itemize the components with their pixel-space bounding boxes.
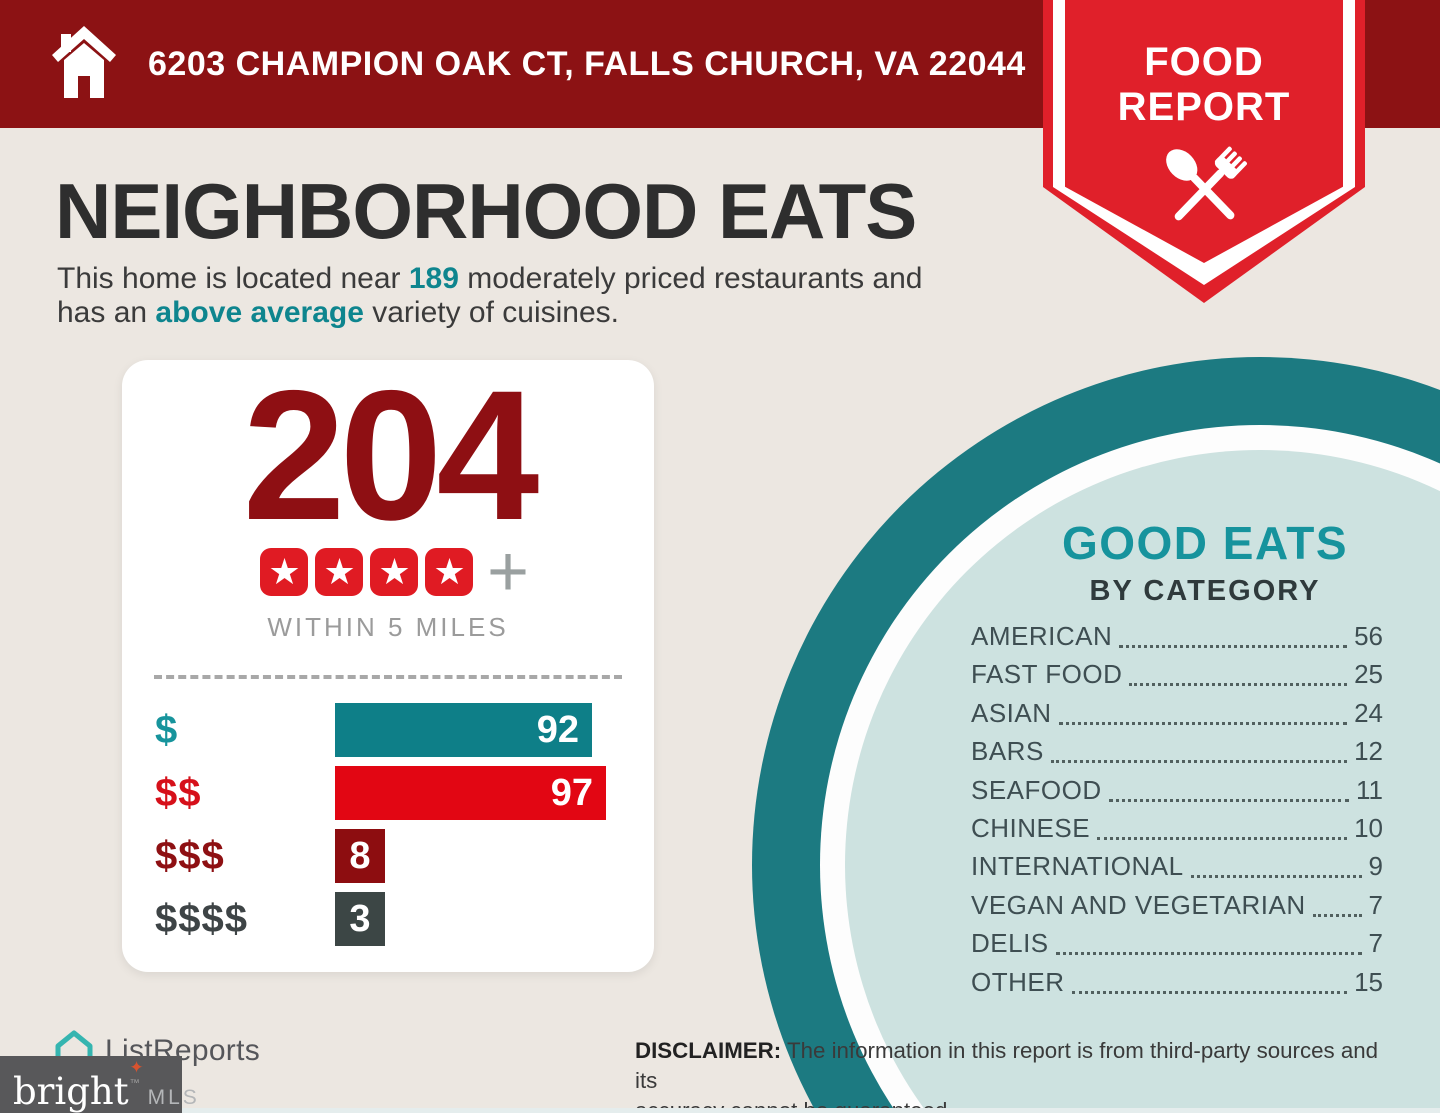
category-label: BARS — [971, 736, 1044, 767]
dotted-leader — [1058, 721, 1348, 725]
category-value: 11 — [1356, 774, 1383, 805]
dotted-leader — [1190, 875, 1362, 879]
price-tier-row: $$$ 8 — [155, 829, 654, 883]
dotted-leader — [1097, 836, 1348, 840]
mls-wordmark: MLS — [147, 1086, 200, 1109]
category-label: AMERICAN — [971, 621, 1113, 651]
category-label: ASIAN — [971, 697, 1052, 728]
category-value: 15 — [1354, 966, 1383, 997]
good-eats-subtitle: BY CATEGORY — [1089, 575, 1321, 607]
star-icon: ★ — [260, 548, 309, 596]
category-label: INTERNATIONAL — [971, 851, 1184, 882]
dashed-divider — [154, 675, 622, 679]
spoon-fork-icon — [1152, 138, 1256, 243]
category-value: 9 — [1368, 851, 1383, 882]
ribbon-line2: REPORT — [1117, 85, 1291, 129]
dotted-leader — [1312, 913, 1362, 917]
dotted-leader — [1050, 760, 1348, 764]
property-address: 6203 CHAMPION OAK CT, FALLS CHURCH, VA 2… — [148, 44, 1026, 83]
price-tier-bar: 3 — [335, 892, 385, 946]
trademark-symbol: ™ — [129, 1078, 140, 1089]
category-label: VEGAN AND VEGETARIAN — [971, 889, 1306, 920]
category-row: AMERICAN 56 — [971, 621, 1383, 652]
total-restaurants: 204 — [242, 353, 540, 559]
category-label: DELIS — [971, 928, 1049, 959]
category-label: OTHER — [971, 966, 1065, 997]
category-row: BARS 12 — [971, 736, 1383, 767]
disclaimer-label: DISCLAIMER: — [635, 1038, 782, 1063]
intro-text: This home is located near 189 moderately… — [57, 262, 923, 330]
restaurant-count: 189 — [408, 262, 459, 295]
category-row: DELIS 7 — [971, 928, 1383, 959]
bright-star-icon: ✦ — [129, 1058, 144, 1078]
price-tier-label: $$$ — [155, 833, 225, 878]
star-icon: ★ — [425, 548, 474, 596]
price-tier-label: $$ — [155, 770, 202, 815]
category-value: 7 — [1368, 889, 1383, 920]
dotted-leader — [1108, 798, 1349, 802]
category-value: 24 — [1354, 697, 1383, 728]
rating-stars: ★ ★ ★ ★ — [257, 548, 477, 596]
category-value: 10 — [1354, 812, 1383, 843]
category-value: 7 — [1368, 928, 1383, 959]
price-tier-row: $$ 97 — [155, 766, 654, 820]
dotted-leader — [1055, 952, 1362, 956]
category-label: FAST FOOD — [971, 659, 1123, 690]
category-row: ASIAN 24 — [971, 698, 1383, 729]
price-tier-row: $$$$ 3 — [155, 892, 654, 946]
star-icon: ★ — [370, 548, 419, 596]
variety-highlight: above average — [155, 296, 364, 329]
bar-value: 8 — [349, 834, 371, 877]
bar-value: 3 — [349, 897, 371, 940]
disclaimer-line1: DISCLAIMER: The information in this repo… — [635, 1038, 1379, 1093]
price-tier-row: $ 92 — [155, 703, 654, 757]
category-row: FAST FOOD 25 — [971, 659, 1383, 690]
bright-wordmark: bright ✦ ™ — [13, 1058, 144, 1113]
price-tier-bar: 92 — [335, 703, 592, 757]
ribbon-title: FOOD REPORT — [1043, 40, 1365, 130]
dotted-leader — [1119, 645, 1348, 648]
category-row: INTERNATIONAL 9 — [971, 851, 1383, 882]
radius-caption: WITHIN 5 MILES — [267, 612, 509, 642]
price-tier-bar: 8 — [335, 829, 385, 883]
good-eats-title: GOOD EATS — [1061, 517, 1349, 569]
category-row: CHINESE 10 — [971, 813, 1383, 844]
bottom-accent-strip — [0, 1108, 1440, 1113]
price-tier-chart: $ 92 $$ 97 $$$ 8 $$$$ 3 — [155, 703, 654, 946]
star-icon: ★ — [315, 548, 364, 596]
category-list: AMERICAN 56 FAST FOOD 25 ASIAN 24 BARS 12 SE… — [971, 621, 1383, 1009]
good-eats-heading: GOOD EATS BY CATEGORY — [975, 516, 1435, 608]
home-icon — [52, 26, 116, 105]
bar-value: 92 — [536, 708, 579, 751]
disclaimer-text: DISCLAIMER: The information in this repo… — [635, 1036, 1405, 1113]
price-tier-label: $ — [155, 707, 179, 752]
bar-value: 97 — [550, 771, 593, 814]
category-label: SEAFOOD — [971, 774, 1102, 805]
ribbon-line1: FOOD — [1144, 40, 1264, 84]
food-report-ribbon: FOOD REPORT — [1043, 0, 1365, 305]
price-tier-label: $$$$ — [155, 896, 248, 941]
category-label: CHINESE — [971, 812, 1091, 843]
category-value: 12 — [1354, 736, 1383, 767]
summary-card: 204 ★ ★ ★ ★ + WITHIN 5 MILES $ 92 $$ 97 $$$… — [122, 360, 654, 972]
page-title: NEIGHBORHOOD EATS — [55, 167, 917, 255]
price-tier-bar: 97 — [335, 766, 606, 820]
bright-mls-logo: bright ✦ ™ MLS — [0, 1056, 197, 1113]
dotted-leader — [1129, 683, 1348, 687]
category-value: 25 — [1354, 659, 1383, 690]
category-row: OTHER 15 — [971, 967, 1383, 998]
category-row: VEGAN AND VEGETARIAN 7 — [971, 890, 1383, 921]
category-row: SEAFOOD 11 — [971, 775, 1383, 806]
intro-line1: This home is located near 189 moderately… — [57, 262, 923, 295]
plus-icon: + — [486, 532, 530, 612]
intro-line2: has an above average variety of cuisines… — [57, 296, 619, 329]
category-value: 56 — [1354, 621, 1383, 651]
rating-row: ★ ★ ★ ★ + — [122, 532, 654, 612]
dotted-leader — [1071, 990, 1348, 994]
